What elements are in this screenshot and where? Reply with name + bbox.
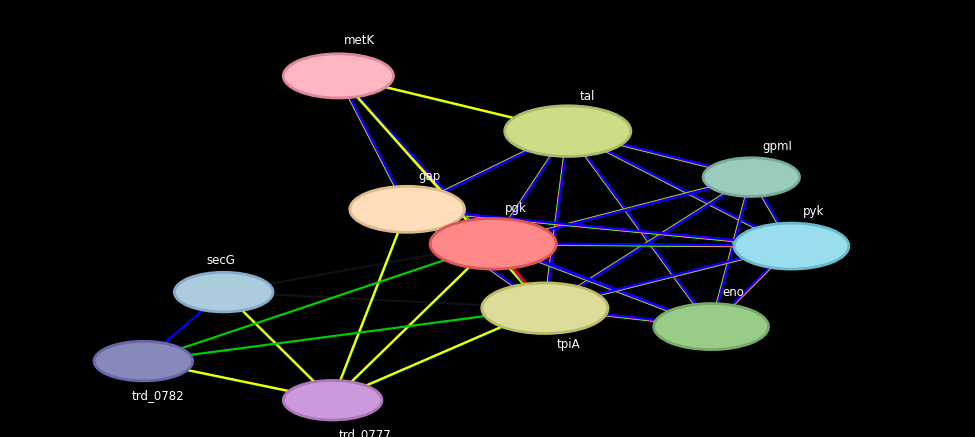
Text: pyk: pyk [803,205,824,218]
Circle shape [734,223,849,269]
Circle shape [350,186,464,232]
Circle shape [505,106,631,156]
Circle shape [654,304,768,350]
Text: trd_0777: trd_0777 [338,428,391,437]
Circle shape [703,158,800,196]
Text: tpiA: tpiA [557,338,580,351]
Text: eno: eno [722,286,745,299]
Text: gap: gap [418,170,441,183]
Circle shape [430,218,557,269]
Text: gpmI: gpmI [762,140,793,153]
Text: trd_0782: trd_0782 [132,388,184,402]
Circle shape [482,283,608,333]
Circle shape [94,341,193,381]
Text: pgk: pgk [505,202,526,215]
Circle shape [175,272,273,312]
Text: tal: tal [579,90,595,103]
Text: secG: secG [207,254,235,267]
Circle shape [284,54,394,98]
Circle shape [284,381,382,420]
Text: metK: metK [344,35,375,47]
